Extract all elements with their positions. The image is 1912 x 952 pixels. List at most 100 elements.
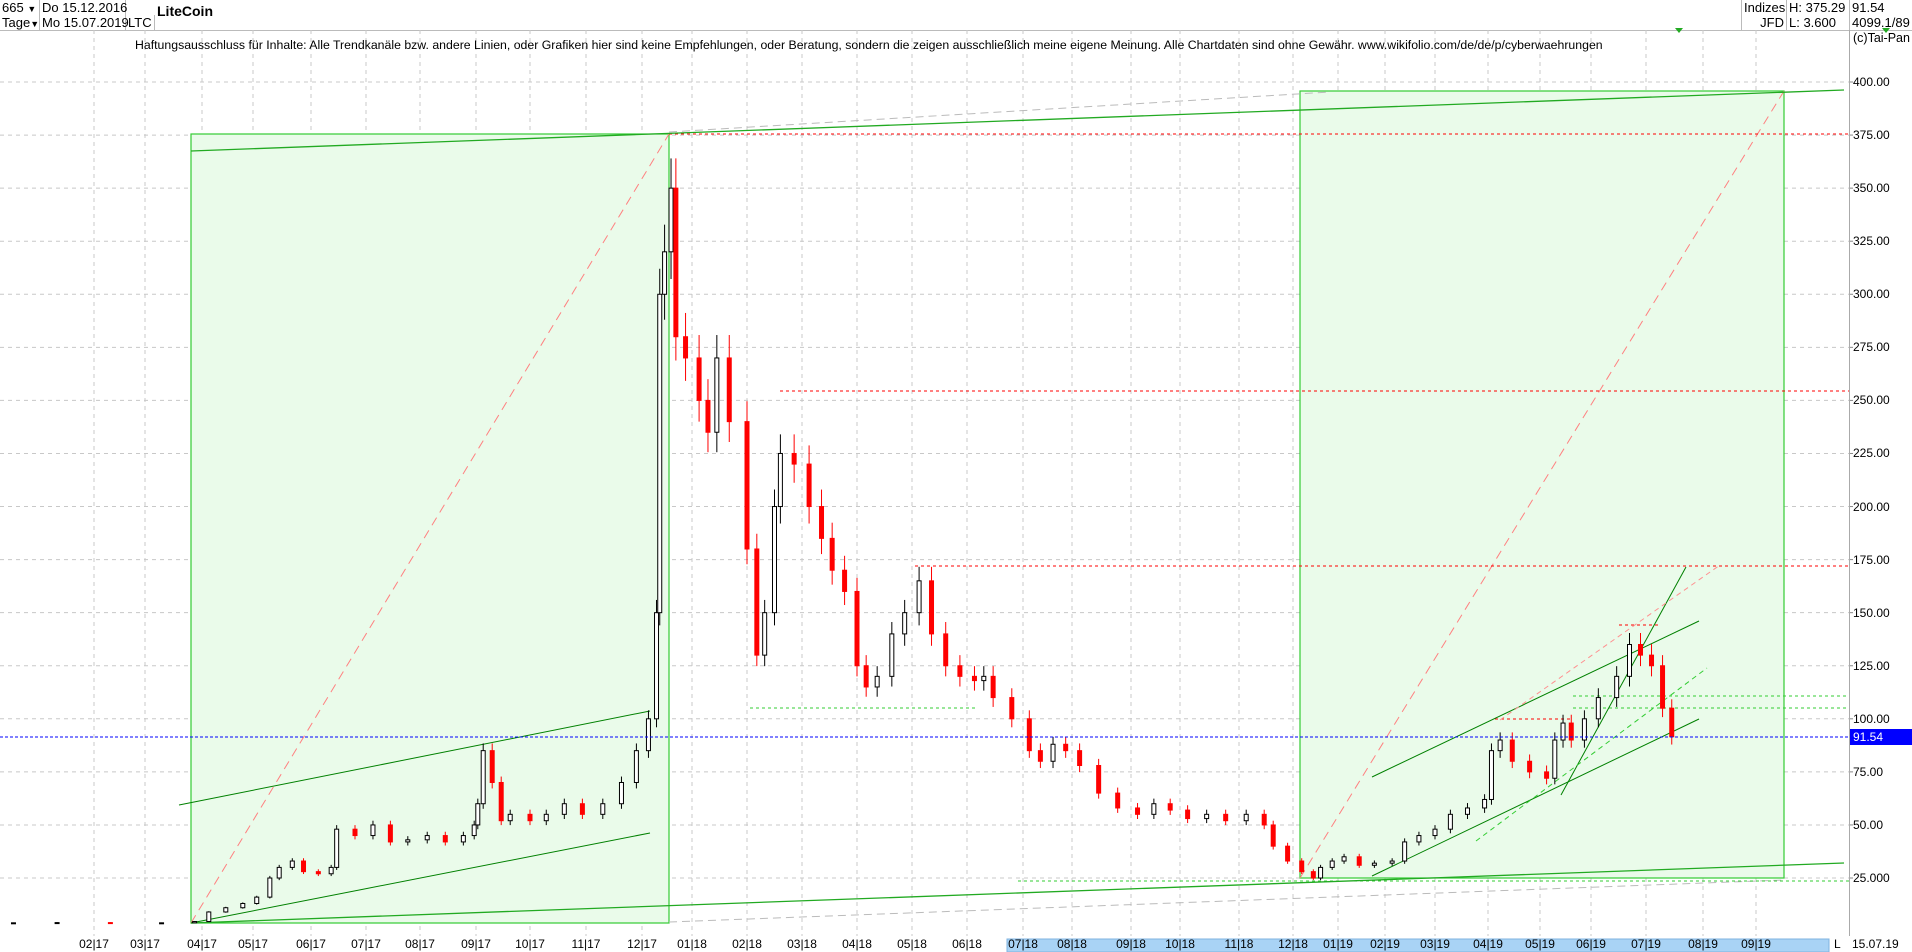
candle-body [475,803,481,826]
y-tick-label: 75.00 [1853,764,1884,779]
chart-title: LiteCoin [157,3,213,19]
x-tick-label: 09|17 [461,937,491,951]
x-tick-label: 10|17 [515,937,545,951]
candle [1167,798,1173,815]
candle-body [1527,760,1533,773]
long-channel-top [190,89,1845,152]
candle [1595,688,1601,728]
last-value: 91.54 [1852,0,1885,15]
candle [370,820,376,840]
candle-body [943,633,949,667]
y-tick-label: 350.00 [1853,181,1890,196]
candle [1096,758,1102,799]
candle [1627,633,1632,687]
y-tick-label: 275.00 [1853,340,1890,355]
candle-body [1638,644,1643,656]
x-tick-label: 05|17 [238,937,268,951]
candle [1223,809,1229,826]
candle-body [1614,675,1620,699]
start-date[interactable]: Do 15.12.2016 [42,0,128,15]
candle-body [645,718,651,752]
candle-body [301,860,307,873]
candle [1509,732,1515,769]
candle-body [762,612,768,656]
candle [829,522,835,585]
candle [328,864,334,877]
candle [1560,714,1566,748]
candle [916,566,922,626]
bars-count-select[interactable]: 665 ▼ [0,0,40,15]
candle [1447,809,1453,834]
candle-body [1329,860,1335,868]
candle-body [957,665,963,677]
candle [267,875,273,899]
candle-body [1096,765,1102,794]
candle-body [1627,644,1632,677]
red-diagonal-1 [190,133,670,924]
candle-body [54,922,60,925]
x-tick-label: 07|17 [351,937,381,951]
candle [352,825,358,840]
candle-body [981,675,987,682]
candle [1310,869,1316,881]
candle-body [1389,860,1395,864]
candle [668,158,674,279]
candle-body [863,665,869,688]
caret-down-icon: ▼ [27,4,37,14]
candle [1185,805,1191,824]
end-date[interactable]: Mo 15.07.2019 [42,15,129,30]
last-price-badge: 91.54 [1850,729,1912,745]
y-tick-label: 125.00 [1853,658,1890,673]
candle-body [726,357,732,423]
candle [1552,732,1558,785]
x-tick-label: 11|18 [1224,937,1254,951]
candle [957,655,963,687]
candle-body [1660,665,1666,709]
candle [1243,809,1249,826]
red-diagonal-2 [1299,90,1785,879]
candle-body [424,835,430,841]
timeline-highlight[interactable] [1006,938,1830,952]
candle [507,809,513,826]
candle [10,922,16,925]
candle [1077,743,1083,773]
candle-body [714,357,720,433]
x-tick-label: 03|17 [130,937,160,951]
x-tick-label: 05|18 [897,937,927,951]
candle [107,922,113,925]
x-tick-label: 08|18 [1057,937,1087,951]
candle-body [107,922,113,925]
candle-body [1009,697,1015,720]
candle [1026,710,1032,758]
candle [806,445,812,524]
candle [1285,842,1291,864]
candle [696,335,702,422]
candle [929,566,935,646]
candle-body [618,781,624,805]
candle [1037,743,1043,769]
candle-body [471,824,477,837]
candle [240,902,246,909]
candle-body [1649,654,1655,667]
candle-body [405,839,411,843]
x-tick-label: 05|19 [1525,937,1555,951]
candle-body [654,612,660,720]
market-broker: JFD [1741,15,1787,30]
scroll-mode[interactable]: L [1834,937,1841,951]
candle [819,489,825,555]
candle-body [334,828,340,868]
bars-count: 665 [2,0,24,15]
period-select[interactable]: Tage▼ [0,15,40,30]
x-tick-label: 04|17 [187,937,217,951]
candle [772,489,777,626]
y-tick-label: 25.000 [1853,871,1890,885]
candle [1614,666,1620,707]
candle-body [791,452,797,465]
candle-body [971,675,977,682]
candle-body [1077,750,1083,767]
y-tick-label: 225.00 [1853,446,1890,461]
candle [1432,825,1438,840]
candle [943,622,949,677]
candle-body [1447,813,1453,830]
